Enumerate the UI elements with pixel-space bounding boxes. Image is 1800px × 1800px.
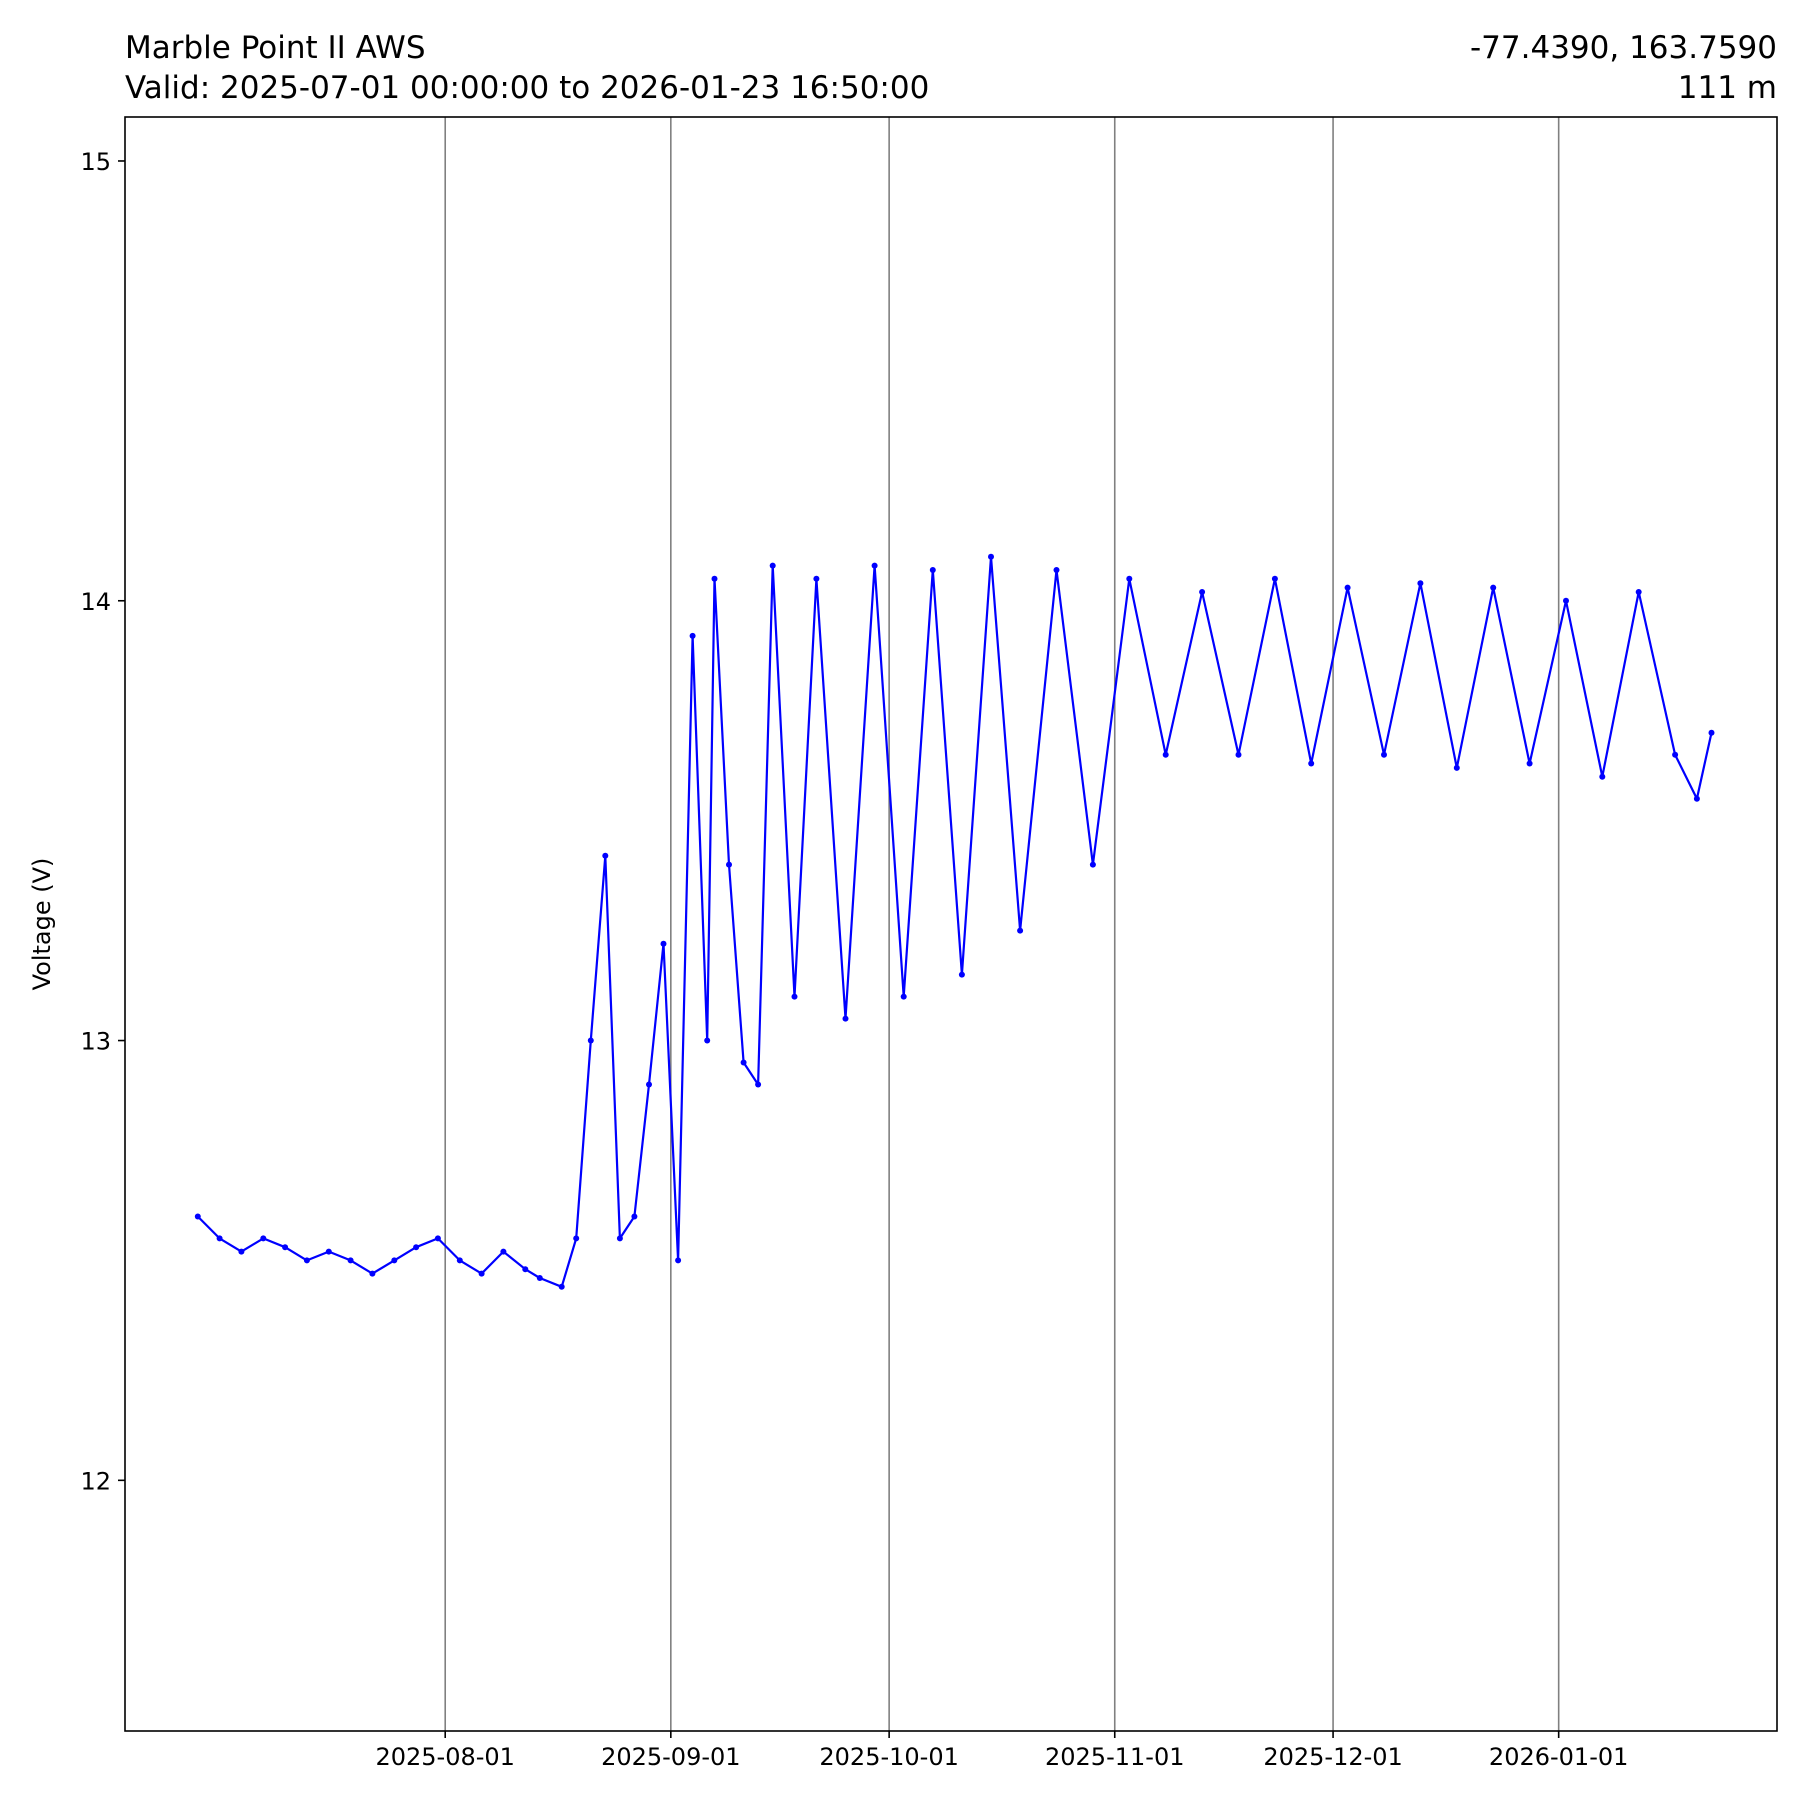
data-point	[1526, 760, 1533, 767]
data-point	[282, 1244, 289, 1251]
data-point	[791, 993, 798, 1000]
x-axis: 2025-08-01 2025-09-01 2025-10-01 2025-11-01…	[375, 1731, 1628, 1771]
data-point	[929, 567, 936, 573]
data-point	[536, 1275, 543, 1281]
data-point	[1199, 589, 1206, 595]
data-point	[500, 1248, 507, 1255]
data-point	[558, 1283, 565, 1290]
data-point	[587, 1037, 594, 1044]
voltage-series	[194, 553, 1715, 1290]
data-point	[216, 1235, 223, 1242]
data-point	[602, 852, 609, 859]
y-tick-label: 15	[80, 148, 111, 176]
data-point	[1235, 751, 1242, 758]
x-tick-label: 2025-09-01	[601, 1743, 740, 1771]
chart-title: Marble Point II AWS	[125, 30, 426, 66]
data-point	[755, 1081, 762, 1088]
data-point	[1162, 751, 1169, 758]
data-point	[391, 1257, 398, 1264]
data-point	[1599, 773, 1606, 780]
x-tick-label: 2025-11-01	[1045, 1743, 1184, 1771]
data-point	[478, 1270, 485, 1277]
data-point	[1708, 729, 1715, 736]
data-point	[573, 1235, 580, 1242]
data-point	[303, 1257, 310, 1264]
y-tick-label: 14	[80, 588, 111, 616]
data-point	[689, 632, 696, 639]
x-tick-label: 2025-10-01	[819, 1743, 958, 1771]
data-point	[900, 993, 907, 1000]
data-point	[1417, 580, 1424, 587]
y-axis: 12 13 14 15	[80, 148, 125, 1495]
x-tick-label: 2026-01-01	[1489, 1743, 1628, 1771]
data-point	[194, 1213, 201, 1220]
data-point	[347, 1257, 354, 1264]
data-point	[1126, 575, 1133, 582]
chart-subtitle: Valid: 2025-07-01 00:00:00 to 2026-01-23…	[125, 70, 929, 106]
data-point	[1563, 597, 1569, 604]
data-point	[842, 1015, 849, 1022]
plot-frame	[124, 116, 1778, 1732]
data-point	[1490, 584, 1497, 591]
data-point	[988, 553, 994, 560]
data-point	[456, 1257, 463, 1264]
data-point	[813, 575, 820, 582]
data-point	[1672, 751, 1679, 758]
data-point	[1017, 927, 1024, 934]
data-point	[1053, 567, 1060, 573]
data-point	[726, 861, 732, 868]
y-tick-label: 12	[80, 1467, 111, 1495]
data-point	[616, 1235, 623, 1242]
series-line	[197, 555, 1713, 1288]
data-point	[1381, 751, 1387, 758]
data-point	[740, 1059, 747, 1066]
x-tick-label: 2025-12-01	[1263, 1743, 1402, 1771]
gridlines	[444, 117, 1560, 1731]
data-point	[769, 562, 776, 569]
data-point	[369, 1270, 376, 1277]
data-point	[711, 575, 718, 582]
data-point	[958, 971, 965, 978]
data-point	[646, 1081, 652, 1088]
data-point	[1308, 760, 1315, 767]
data-point	[238, 1248, 245, 1255]
station-elevation: 111 m	[1678, 70, 1777, 106]
station-coordinates: -77.4390, 163.7590	[1470, 30, 1777, 66]
data-point	[631, 1213, 638, 1220]
data-point	[1089, 861, 1096, 868]
data-point	[1271, 575, 1278, 582]
data-point	[1635, 589, 1642, 595]
y-axis-label: Voltage (V)	[28, 858, 56, 991]
data-point	[1693, 795, 1700, 802]
data-point	[675, 1257, 682, 1264]
data-point	[704, 1037, 711, 1044]
data-point	[1344, 584, 1351, 591]
data-point	[325, 1248, 332, 1255]
data-point	[871, 562, 878, 569]
y-tick-label: 13	[80, 1028, 111, 1056]
data-point	[260, 1235, 267, 1242]
data-point	[660, 940, 667, 947]
data-point	[1453, 764, 1460, 771]
data-point	[434, 1235, 441, 1242]
data-point	[522, 1266, 529, 1273]
x-tick-label: 2025-08-01	[375, 1743, 514, 1771]
data-point	[413, 1244, 420, 1251]
